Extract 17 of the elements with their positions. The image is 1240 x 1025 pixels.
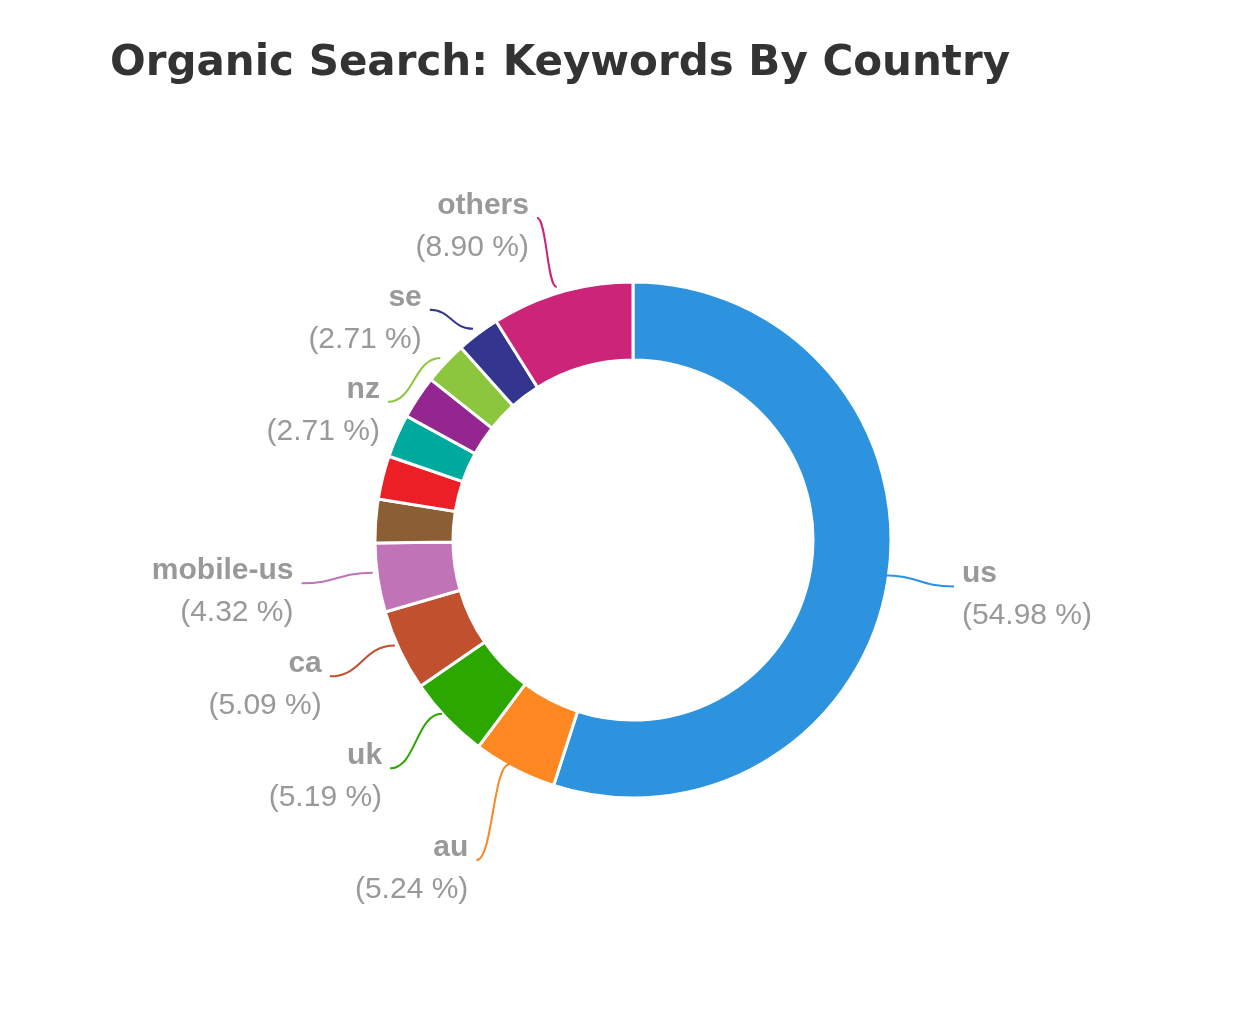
- chart-title: Organic Search: Keywords By Country: [109, 35, 1012, 85]
- slice-label: others: [437, 186, 529, 220]
- slice-label: ca: [288, 645, 323, 679]
- data-label: (5.09 %): [208, 687, 322, 721]
- data-label: (4.32 %): [180, 594, 294, 628]
- data-label: (8.90 %): [415, 228, 529, 262]
- slice-label: us: [961, 555, 997, 589]
- data-label: (5.24 %): [354, 871, 469, 905]
- slice-label: se: [388, 278, 422, 312]
- slice-label: mobile-us: [151, 552, 294, 586]
- slice-label: uk: [347, 737, 383, 771]
- slice-label: au: [433, 829, 469, 863]
- data-label: (2.71 %): [266, 412, 380, 446]
- slice-label: nz: [346, 370, 380, 404]
- data-label: (5.19 %): [268, 779, 383, 813]
- data-label: (2.71 %): [308, 320, 422, 354]
- data-label: (54.98 %): [961, 597, 1093, 631]
